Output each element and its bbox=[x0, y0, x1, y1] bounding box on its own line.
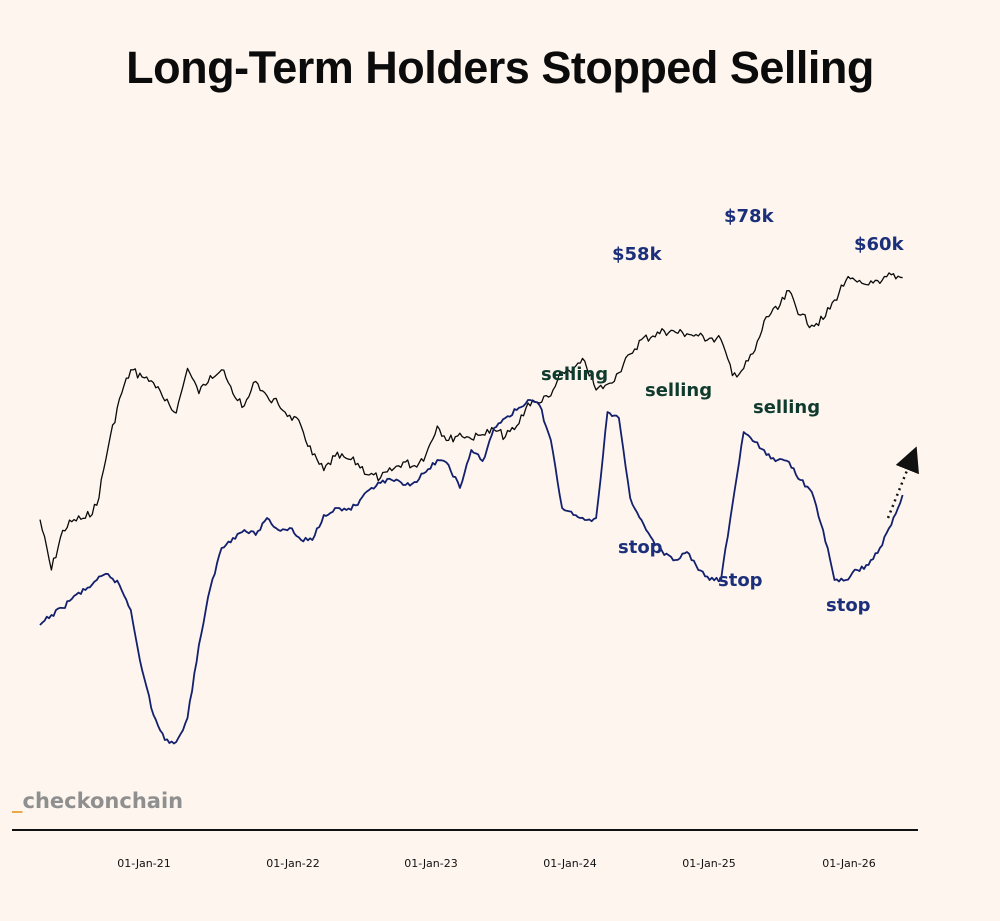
x-tick-label: 01-Jan-22 bbox=[266, 857, 320, 870]
x-tick-label: 01-Jan-25 bbox=[682, 857, 736, 870]
x-tick-label: 01-Jan-23 bbox=[404, 857, 458, 870]
series-layer bbox=[39, 272, 904, 745]
x-tick-label: 01-Jan-24 bbox=[543, 857, 597, 870]
price-annotation-58k: $58k bbox=[612, 244, 663, 265]
series-line-price bbox=[39, 272, 903, 571]
selling-annotation-1: selling bbox=[541, 364, 608, 385]
stop-annotation-2: stop bbox=[718, 570, 763, 591]
selling-annotation-2: selling bbox=[645, 380, 712, 401]
x-tick-label: 01-Jan-21 bbox=[117, 857, 171, 870]
x-tick-labels: 01-Jan-21 01-Jan-22 01-Jan-23 01-Jan-24 01-J… bbox=[117, 857, 876, 870]
x-tick-label: 01-Jan-26 bbox=[822, 857, 876, 870]
stop-annotation-3: stop bbox=[826, 595, 871, 616]
brand-name: checkonchain bbox=[22, 789, 184, 813]
chart-title: Long-Term Holders Stopped Selling bbox=[126, 42, 874, 93]
stop-annotation-1: stop bbox=[618, 537, 663, 558]
series-line-long-term-holder bbox=[39, 399, 904, 745]
price-annotation-60k: $60k bbox=[854, 234, 905, 255]
price-annotation-78k: $78k bbox=[724, 206, 775, 227]
brand-watermark: _checkonchain bbox=[12, 789, 183, 813]
projection-arrow bbox=[886, 446, 919, 519]
selling-annotation-3: selling bbox=[753, 397, 820, 418]
brand-underscore: _ bbox=[12, 789, 23, 813]
